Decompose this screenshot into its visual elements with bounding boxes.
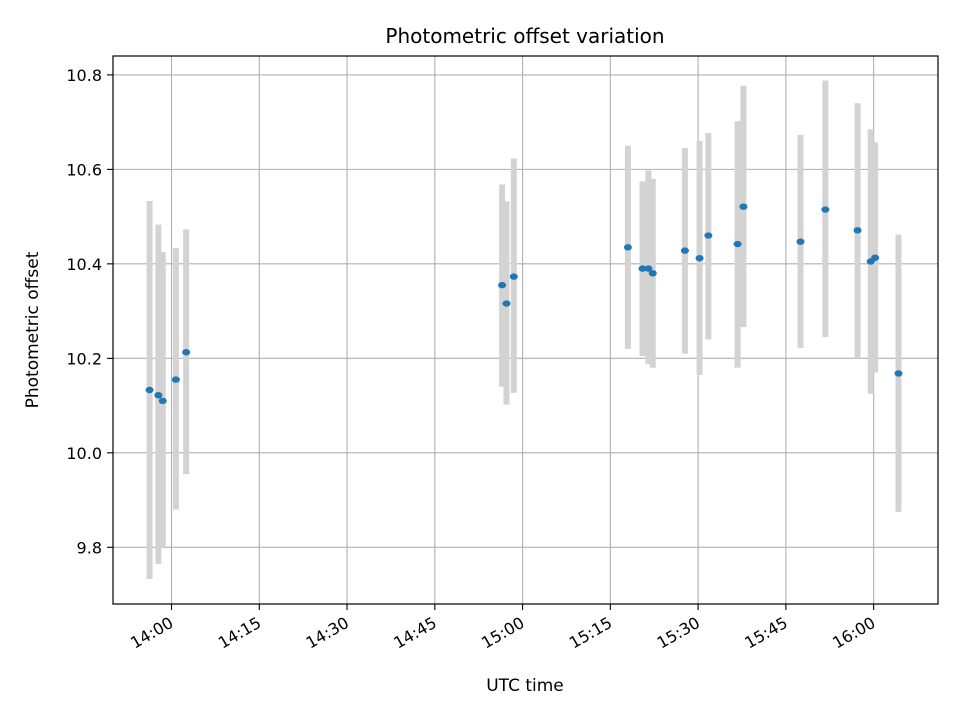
data-point — [648, 270, 657, 277]
data-point — [704, 232, 713, 239]
y-tick-label: 10.0 — [66, 444, 102, 463]
data-point — [644, 265, 653, 272]
x-axis-label: UTC time — [486, 676, 564, 696]
y-tick-label: 10.8 — [66, 66, 102, 85]
data-point — [739, 203, 748, 210]
data-point — [821, 206, 830, 213]
data-point — [733, 240, 742, 248]
y-axis-ticks: 9.8 10.0 10.2 10.4 10.6 10.8 — [66, 66, 113, 557]
data-point — [796, 238, 805, 245]
data-point — [871, 254, 880, 261]
y-tick-label: 10.4 — [66, 255, 102, 274]
y-axis-label: Photometric offset — [23, 251, 43, 408]
plot-frame — [112, 55, 939, 605]
data-points — [145, 203, 903, 405]
y-tick-label: 9.8 — [77, 538, 102, 557]
data-point — [695, 254, 704, 262]
y-tick-label: 10.2 — [66, 349, 102, 368]
data-point — [894, 370, 903, 377]
data-point — [509, 273, 518, 280]
data-point — [158, 397, 167, 405]
data-point — [182, 349, 191, 356]
data-point — [853, 227, 862, 234]
data-point — [638, 265, 647, 272]
data-point — [171, 376, 180, 383]
data-point — [623, 244, 632, 251]
y-tick-label: 10.6 — [66, 160, 102, 179]
data-point — [502, 300, 511, 307]
chart-title: Photometric offset variation — [385, 24, 664, 48]
data-point — [498, 281, 507, 289]
data-point — [145, 386, 154, 394]
data-point — [154, 391, 163, 399]
data-point — [680, 247, 689, 254]
